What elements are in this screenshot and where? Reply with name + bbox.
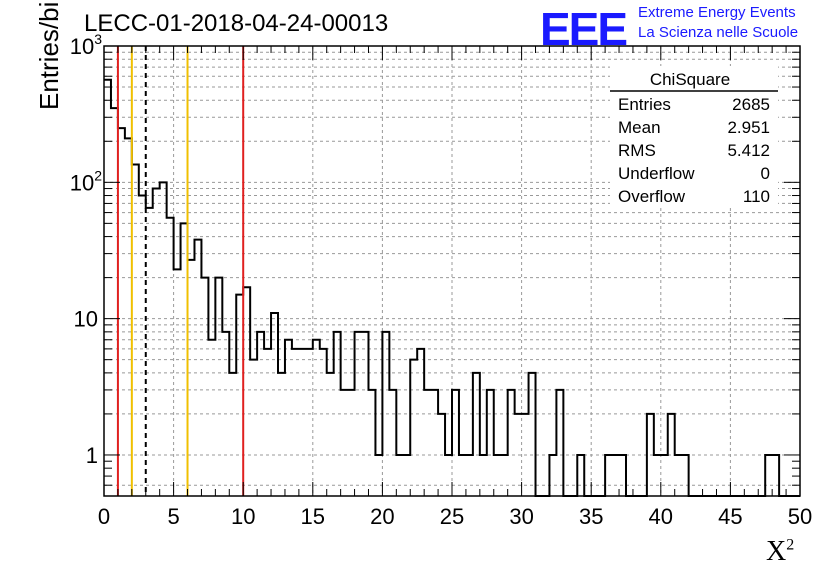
x-axis-label: X2 — [766, 536, 795, 567]
y-tick-label: 102 — [70, 167, 102, 195]
brand-line-1: Extreme Energy Events — [638, 4, 796, 21]
y-tick-label: 1 — [86, 443, 98, 468]
stats-value: 110 — [743, 187, 770, 206]
x-tick-label: 15 — [301, 504, 325, 529]
x-tick-label: 25 — [440, 504, 464, 529]
x-tick-label: 10 — [231, 504, 255, 529]
x-tick-label: 40 — [649, 504, 673, 529]
x-tick-label: 20 — [370, 504, 394, 529]
brand-line-2: La Scienza nelle Scuole — [638, 24, 799, 41]
x-tick-label: 0 — [98, 504, 110, 529]
chart-title: LECC-01-2018-04-24-00013 — [84, 10, 389, 37]
stats-label: Overflow — [618, 187, 686, 206]
stats-value: 5.412 — [727, 141, 770, 160]
y-axis-label: Entries/bin — [34, 0, 64, 110]
stats-title: ChiSquare — [650, 70, 730, 89]
x-tick-label: 35 — [579, 504, 603, 529]
x-tick-label: 30 — [509, 504, 533, 529]
stats-box — [610, 66, 778, 206]
x-tick-label: 5 — [167, 504, 179, 529]
y-tick-label: 10 — [74, 307, 98, 332]
stats-value: 2.951 — [727, 118, 770, 137]
histogram-series — [104, 78, 800, 497]
eee-logo: EEE — [540, 3, 628, 55]
stats-value: 2685 — [732, 95, 770, 114]
x-tick-label: 50 — [788, 504, 812, 529]
stats-value: 0 — [761, 164, 770, 183]
stats-label: RMS — [618, 141, 656, 160]
stats-label: Mean — [618, 118, 661, 137]
stats-label: Underflow — [618, 164, 695, 183]
y-tick-label: 103 — [70, 31, 102, 59]
stats-label: Entries — [618, 95, 671, 114]
x-tick-label: 45 — [718, 504, 742, 529]
